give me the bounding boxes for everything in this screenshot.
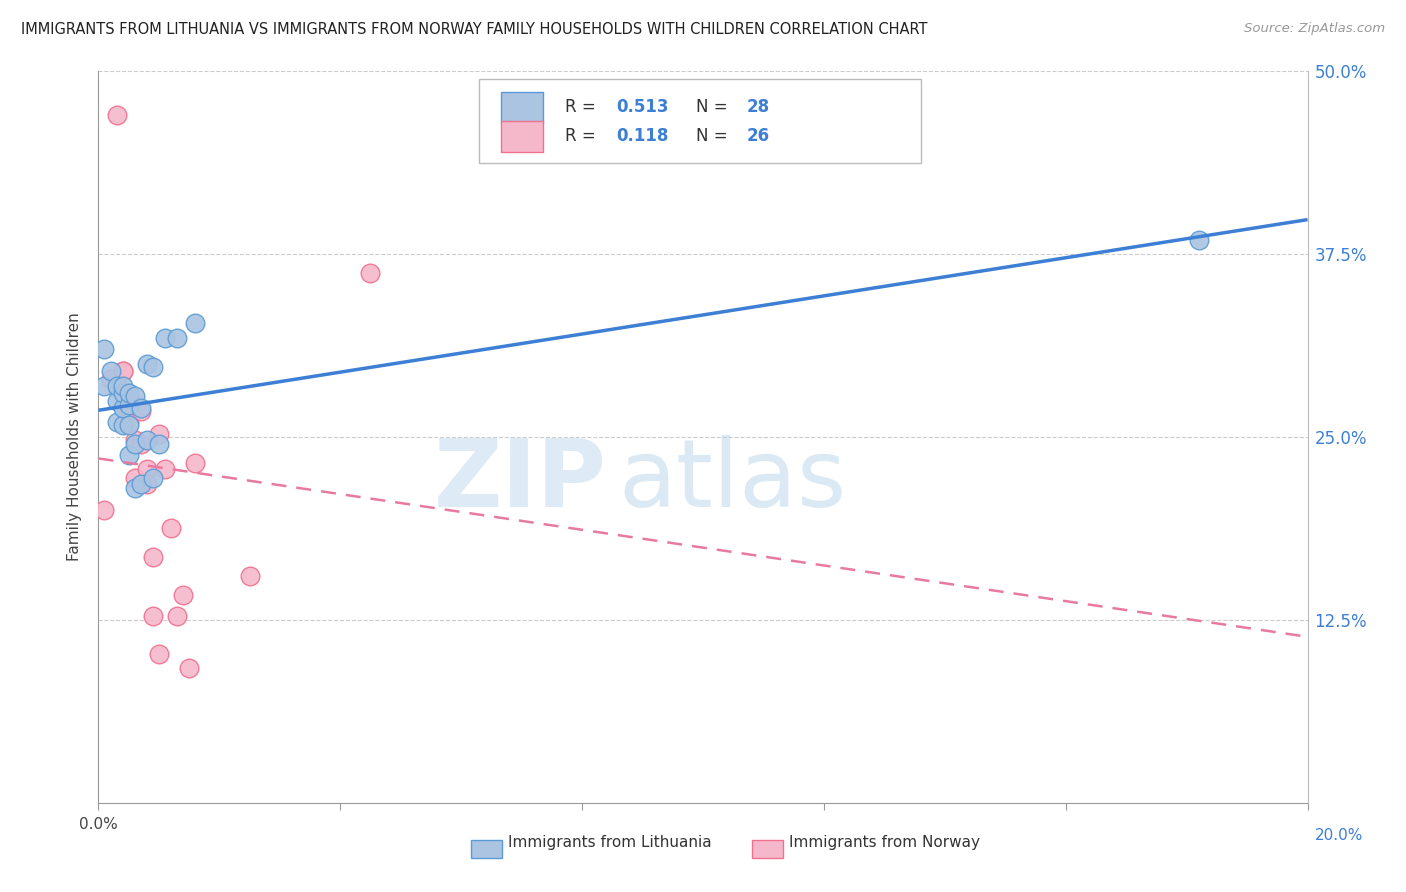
Point bbox=[124, 437, 146, 451]
Point bbox=[184, 316, 207, 330]
Point bbox=[93, 379, 115, 393]
Point bbox=[129, 403, 152, 417]
FancyBboxPatch shape bbox=[501, 92, 543, 122]
Text: 26: 26 bbox=[747, 128, 769, 145]
Point bbox=[142, 471, 165, 485]
Point bbox=[124, 389, 146, 403]
Text: 0.118: 0.118 bbox=[616, 128, 668, 145]
Text: 28: 28 bbox=[747, 98, 769, 116]
Text: Source: ZipAtlas.com: Source: ZipAtlas.com bbox=[1244, 22, 1385, 36]
Point bbox=[153, 330, 176, 344]
Point bbox=[93, 503, 115, 517]
Text: R =: R = bbox=[565, 128, 602, 145]
Point bbox=[124, 433, 146, 447]
Point bbox=[124, 481, 146, 495]
Text: ZIP: ZIP bbox=[433, 435, 606, 527]
Point bbox=[142, 549, 165, 564]
Point bbox=[184, 457, 207, 471]
Text: Immigrants from Lithuania: Immigrants from Lithuania bbox=[508, 836, 711, 850]
Point bbox=[160, 521, 183, 535]
Point bbox=[105, 379, 128, 393]
Point bbox=[129, 401, 152, 415]
Point bbox=[105, 393, 128, 408]
Point bbox=[153, 462, 176, 476]
Point bbox=[142, 608, 165, 623]
Text: Immigrants from Norway: Immigrants from Norway bbox=[789, 836, 980, 850]
Point bbox=[179, 661, 201, 675]
Point bbox=[93, 343, 115, 357]
Point bbox=[135, 462, 157, 476]
Point bbox=[105, 416, 128, 430]
Point bbox=[118, 418, 141, 433]
Point bbox=[118, 386, 141, 401]
Point bbox=[118, 448, 141, 462]
FancyBboxPatch shape bbox=[479, 78, 921, 163]
Point bbox=[129, 476, 152, 491]
Point bbox=[100, 371, 122, 385]
Point bbox=[135, 476, 157, 491]
Point bbox=[118, 398, 141, 412]
Point bbox=[148, 427, 170, 442]
Y-axis label: Family Households with Children: Family Households with Children bbox=[67, 313, 83, 561]
Point bbox=[100, 364, 122, 378]
Point bbox=[166, 330, 188, 344]
Point bbox=[148, 437, 170, 451]
Text: N =: N = bbox=[696, 128, 733, 145]
Point bbox=[118, 403, 141, 417]
Point bbox=[111, 364, 134, 378]
Point bbox=[135, 433, 157, 447]
Text: 20.0%: 20.0% bbox=[1315, 828, 1362, 843]
Text: IMMIGRANTS FROM LITHUANIA VS IMMIGRANTS FROM NORWAY FAMILY HOUSEHOLDS WITH CHILD: IMMIGRANTS FROM LITHUANIA VS IMMIGRANTS … bbox=[21, 22, 928, 37]
Text: R =: R = bbox=[565, 98, 602, 116]
Point bbox=[239, 569, 262, 583]
Text: N =: N = bbox=[696, 98, 733, 116]
Point bbox=[118, 389, 141, 403]
Point bbox=[129, 437, 152, 451]
Point bbox=[124, 471, 146, 485]
Point bbox=[111, 401, 134, 415]
Point bbox=[142, 359, 165, 374]
Point bbox=[148, 647, 170, 661]
Point bbox=[1188, 233, 1211, 247]
Text: 0.513: 0.513 bbox=[616, 98, 668, 116]
Point bbox=[105, 108, 128, 122]
Point bbox=[166, 608, 188, 623]
FancyBboxPatch shape bbox=[501, 121, 543, 152]
Text: atlas: atlas bbox=[619, 435, 846, 527]
Point bbox=[360, 266, 382, 280]
Point bbox=[111, 386, 134, 401]
Point bbox=[135, 357, 157, 371]
Point bbox=[111, 364, 134, 378]
Point bbox=[118, 416, 141, 430]
Point bbox=[172, 588, 194, 602]
Point bbox=[111, 379, 134, 393]
Point bbox=[111, 418, 134, 433]
